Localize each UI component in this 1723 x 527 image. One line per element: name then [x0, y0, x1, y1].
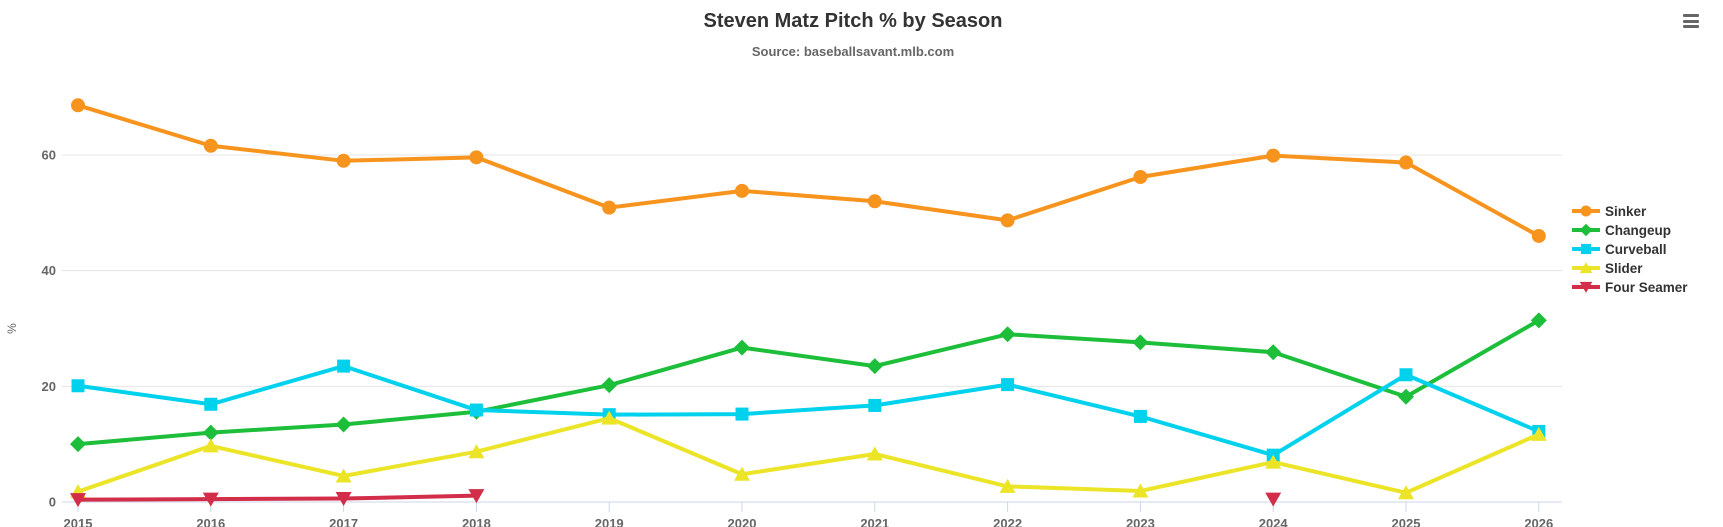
series-point-sinker[interactable] — [735, 183, 749, 198]
hamburger-bar — [1683, 19, 1699, 23]
series-point-slider[interactable] — [1265, 454, 1282, 469]
triangle-down-icon — [1572, 281, 1600, 293]
series-point-sinker[interactable] — [867, 194, 882, 209]
series-point-sinker[interactable] — [203, 138, 218, 153]
legend-item-changeup[interactable]: Changeup — [1572, 222, 1688, 238]
series-point-changeup[interactable] — [70, 436, 86, 453]
series-point-curveball[interactable] — [469, 403, 483, 417]
series-point-changeup[interactable] — [1398, 388, 1414, 405]
series-line-curveball — [76, 364, 1541, 458]
series-line-four-seamer — [78, 496, 1273, 500]
legend-item-slider[interactable]: Slider — [1572, 260, 1688, 276]
hamburger-icon[interactable] — [1677, 8, 1705, 34]
series-point-slider[interactable] — [999, 478, 1016, 493]
circle-icon — [1572, 205, 1600, 217]
series-point-sinker[interactable] — [336, 153, 351, 168]
series-point-slider[interactable] — [202, 438, 219, 453]
series-point-changeup[interactable] — [1530, 312, 1547, 329]
x-axis-label: 2026 — [1524, 516, 1553, 527]
series-point-slider[interactable] — [468, 444, 485, 459]
series-point-slider[interactable] — [734, 466, 750, 481]
series-line-sinker — [76, 103, 1541, 238]
legend-label: Sinker — [1605, 203, 1647, 219]
x-axis-label: 2018 — [462, 516, 491, 527]
series-point-four-seamer[interactable] — [202, 492, 219, 507]
x-axis-label: 2019 — [595, 516, 624, 527]
y-axis-label: 60 — [42, 148, 56, 163]
series-point-slider[interactable] — [1398, 485, 1414, 500]
series-point-sinker[interactable] — [1531, 228, 1546, 243]
diamond-icon — [1572, 223, 1600, 237]
legend-marker-four-seamer[interactable] — [1579, 281, 1593, 293]
legend-marker-slider[interactable] — [1579, 262, 1593, 274]
y-axis-title: % — [5, 323, 19, 334]
x-axis-label: 2024 — [1259, 516, 1289, 527]
legend-marker-changeup[interactable] — [1579, 223, 1593, 237]
series-point-slider[interactable] — [866, 446, 883, 461]
legend-label: Slider — [1605, 260, 1643, 276]
series-point-curveball[interactable] — [1399, 368, 1413, 382]
series-point-four-seamer[interactable] — [468, 489, 485, 504]
x-axis-label: 2017 — [329, 516, 358, 527]
series-point-changeup[interactable] — [999, 326, 1016, 343]
series-line-changeup — [76, 318, 1541, 447]
chart-title: Steven Matz Pitch % by Season — [703, 10, 1003, 32]
series-point-slider[interactable] — [601, 410, 618, 425]
x-axis-label: 2016 — [196, 516, 225, 527]
x-axis-label: 2023 — [1126, 516, 1155, 527]
series-point-sinker[interactable] — [1133, 169, 1148, 184]
legend-label: Changeup — [1605, 222, 1671, 238]
series-point-changeup[interactable] — [202, 424, 219, 441]
series-point-sinker[interactable] — [1000, 213, 1015, 228]
legend-label: Four Seamer — [1605, 279, 1688, 295]
series-point-slider[interactable] — [1530, 426, 1547, 441]
x-axis-label: 2022 — [993, 516, 1022, 527]
series-point-slider[interactable] — [1132, 483, 1149, 498]
series-point-changeup[interactable] — [734, 339, 750, 356]
legend-marker-curveball[interactable] — [1580, 243, 1592, 255]
series-point-sinker[interactable] — [71, 98, 85, 113]
x-axis-label: 2015 — [64, 516, 93, 527]
series-point-sinker[interactable] — [469, 150, 484, 165]
x-axis-label: 2025 — [1392, 516, 1421, 527]
hamburger-bar — [1683, 14, 1699, 17]
series-point-sinker[interactable] — [602, 200, 617, 215]
series-point-changeup[interactable] — [1265, 344, 1282, 361]
series-point-slider[interactable] — [335, 468, 352, 483]
series-point-sinker[interactable] — [1266, 148, 1281, 163]
series-point-curveball[interactable] — [71, 379, 85, 393]
series-point-four-seamer[interactable] — [70, 493, 86, 508]
chart-subtitle: Source: baseballsavant.mlb.com — [751, 44, 955, 59]
series-point-changeup[interactable] — [866, 358, 883, 375]
series-point-changeup[interactable] — [601, 377, 618, 394]
legend-item-four-seamer[interactable]: Four Seamer — [1572, 279, 1688, 295]
legend-label: Curveball — [1605, 241, 1667, 257]
legend-marker-sinker[interactable] — [1580, 205, 1592, 217]
series-point-four-seamer[interactable] — [335, 492, 352, 507]
series-line-slider — [76, 416, 1541, 495]
series-point-curveball[interactable] — [735, 407, 749, 421]
triangle-icon — [1572, 262, 1600, 274]
series-point-curveball[interactable] — [1001, 378, 1015, 392]
series-point-changeup[interactable] — [335, 416, 352, 433]
series-point-curveball[interactable] — [204, 397, 218, 411]
hamburger-bar — [1683, 25, 1699, 28]
series-point-curveball[interactable] — [868, 398, 882, 412]
x-axis-label: 2021 — [860, 516, 889, 527]
y-axis-label: 0 — [49, 495, 56, 510]
legend: Sinker Changeup Curveball Slider Four Seamer — [1572, 203, 1688, 295]
legend-item-sinker[interactable]: Sinker — [1572, 203, 1688, 219]
x-axis-label: 2020 — [728, 516, 757, 527]
series-point-four-seamer[interactable] — [1265, 492, 1282, 507]
y-axis-label: 40 — [42, 263, 56, 278]
y-axis-label: 20 — [42, 379, 56, 394]
legend-item-curveball[interactable]: Curveball — [1572, 241, 1688, 257]
square-icon — [1572, 243, 1600, 255]
series-point-changeup[interactable] — [1132, 334, 1149, 351]
series-point-sinker[interactable] — [1399, 155, 1413, 170]
series-point-curveball[interactable] — [1133, 409, 1147, 423]
series-point-curveball[interactable] — [337, 359, 351, 373]
